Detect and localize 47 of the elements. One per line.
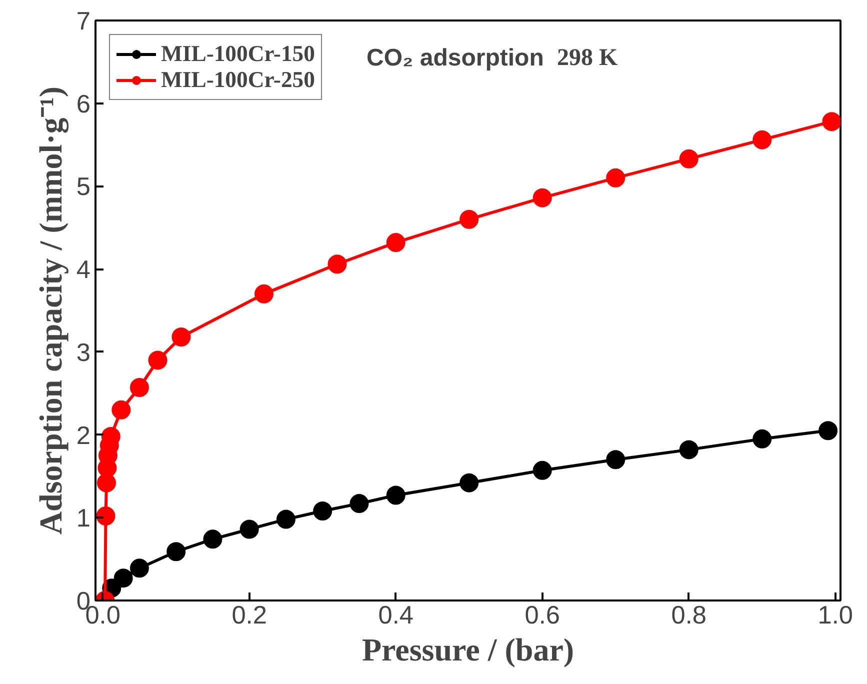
point <box>148 350 168 370</box>
point <box>606 450 626 470</box>
x-tick-label: 0.4 <box>378 602 414 630</box>
y-tick-label: 6 <box>76 90 91 118</box>
point <box>679 440 698 460</box>
point <box>350 494 369 514</box>
point <box>532 460 552 480</box>
point <box>460 210 479 229</box>
y-tick-label: 4 <box>76 256 91 284</box>
y-tick-label: 5 <box>76 173 91 202</box>
point <box>313 502 332 520</box>
x-tick-label: 1.0 <box>818 602 853 630</box>
x-tick-label: 0.8 <box>671 602 706 630</box>
point <box>386 233 406 252</box>
y-tick-label: 2 <box>76 422 91 450</box>
point <box>752 429 772 448</box>
point <box>166 542 186 562</box>
point <box>386 486 406 505</box>
point <box>532 188 552 208</box>
point <box>679 149 698 168</box>
point <box>276 510 296 529</box>
x-axis-title: Pressure / (bar) <box>362 632 574 668</box>
point <box>114 568 133 588</box>
point <box>96 506 116 526</box>
point <box>752 130 772 150</box>
x-tick-label: 0.2 <box>232 602 267 630</box>
y-tick-label: 3 <box>76 338 91 367</box>
y-tick-label: 1 <box>76 504 91 533</box>
point <box>172 328 191 346</box>
y-tick-label: 7 <box>76 8 91 36</box>
point <box>254 284 274 304</box>
point <box>130 378 149 398</box>
point <box>606 168 626 188</box>
point <box>203 530 222 549</box>
point <box>822 112 840 132</box>
y-axis-title: Adsorption capacity / (mmol·g⁻¹) <box>32 86 70 535</box>
point <box>818 421 838 440</box>
annotation: CO₂ adsorption <box>366 44 544 72</box>
x-tick-label: 0.6 <box>524 602 560 630</box>
point <box>130 558 149 578</box>
legend-label: MIL-100Cr-150 <box>161 41 315 67</box>
point <box>112 400 131 420</box>
point <box>460 473 479 492</box>
point <box>328 254 347 274</box>
legend-label: MIL-100Cr-250 <box>161 67 315 93</box>
point <box>240 520 259 539</box>
annotation: 298 K <box>557 44 618 71</box>
